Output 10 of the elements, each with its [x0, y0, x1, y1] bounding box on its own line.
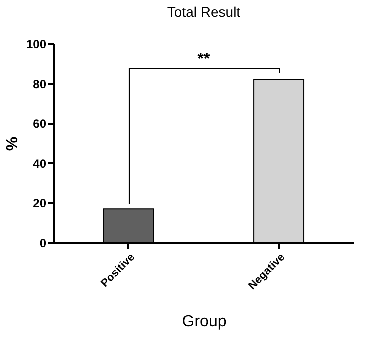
- y-axis-title: %: [4, 136, 22, 152]
- x-axis-title: Group: [182, 314, 227, 331]
- y-tick-label: 100: [26, 38, 47, 52]
- y-tick-label: 0: [40, 236, 47, 250]
- y-tick-label: 40: [33, 156, 47, 171]
- y-tick-label: 20: [33, 196, 47, 211]
- chart-title: Total Result: [167, 4, 241, 20]
- y-tick-label: 60: [33, 117, 47, 132]
- y-tick-label: 80: [33, 77, 47, 92]
- annotation: **: [198, 51, 211, 68]
